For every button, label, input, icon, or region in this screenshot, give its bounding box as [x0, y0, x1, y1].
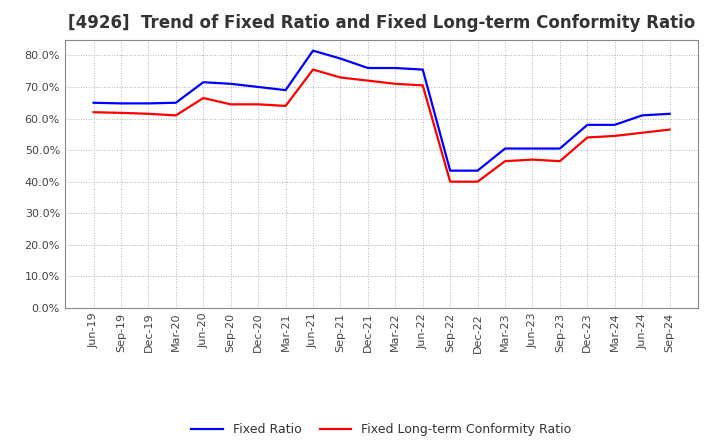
Fixed Ratio	[665, 111, 674, 117]
Fixed Long-term Conformity Ratio	[500, 158, 509, 164]
Fixed Long-term Conformity Ratio	[446, 179, 454, 184]
Line: Fixed Ratio: Fixed Ratio	[94, 51, 670, 171]
Line: Fixed Long-term Conformity Ratio: Fixed Long-term Conformity Ratio	[94, 70, 670, 182]
Fixed Long-term Conformity Ratio	[89, 110, 98, 115]
Fixed Long-term Conformity Ratio	[391, 81, 400, 86]
Fixed Ratio	[309, 48, 318, 53]
Fixed Long-term Conformity Ratio	[117, 110, 125, 115]
Fixed Long-term Conformity Ratio	[473, 179, 482, 184]
Fixed Long-term Conformity Ratio	[638, 130, 647, 136]
Fixed Ratio	[364, 66, 372, 71]
Fixed Ratio	[226, 81, 235, 86]
Fixed Ratio	[473, 168, 482, 173]
Fixed Ratio	[638, 113, 647, 118]
Fixed Ratio	[418, 67, 427, 72]
Legend: Fixed Ratio, Fixed Long-term Conformity Ratio: Fixed Ratio, Fixed Long-term Conformity …	[186, 418, 577, 440]
Fixed Ratio	[446, 168, 454, 173]
Fixed Ratio	[583, 122, 592, 128]
Fixed Ratio	[391, 66, 400, 71]
Fixed Ratio	[556, 146, 564, 151]
Fixed Ratio	[117, 101, 125, 106]
Fixed Ratio	[611, 122, 619, 128]
Fixed Long-term Conformity Ratio	[282, 103, 290, 109]
Title: [4926]  Trend of Fixed Ratio and Fixed Long-term Conformity Ratio: [4926] Trend of Fixed Ratio and Fixed Lo…	[68, 15, 696, 33]
Fixed Ratio	[528, 146, 537, 151]
Fixed Long-term Conformity Ratio	[254, 102, 263, 107]
Fixed Long-term Conformity Ratio	[665, 127, 674, 132]
Fixed Ratio	[89, 100, 98, 106]
Fixed Long-term Conformity Ratio	[309, 67, 318, 72]
Fixed Long-term Conformity Ratio	[364, 78, 372, 83]
Fixed Long-term Conformity Ratio	[199, 95, 207, 101]
Fixed Long-term Conformity Ratio	[611, 133, 619, 139]
Fixed Ratio	[171, 100, 180, 106]
Fixed Ratio	[500, 146, 509, 151]
Fixed Long-term Conformity Ratio	[556, 158, 564, 164]
Fixed Long-term Conformity Ratio	[336, 75, 345, 80]
Fixed Long-term Conformity Ratio	[528, 157, 537, 162]
Fixed Ratio	[336, 56, 345, 61]
Fixed Long-term Conformity Ratio	[418, 83, 427, 88]
Fixed Long-term Conformity Ratio	[583, 135, 592, 140]
Fixed Long-term Conformity Ratio	[226, 102, 235, 107]
Fixed Long-term Conformity Ratio	[144, 111, 153, 117]
Fixed Ratio	[199, 80, 207, 85]
Fixed Ratio	[254, 84, 263, 90]
Fixed Ratio	[144, 101, 153, 106]
Fixed Ratio	[282, 88, 290, 93]
Fixed Long-term Conformity Ratio	[171, 113, 180, 118]
